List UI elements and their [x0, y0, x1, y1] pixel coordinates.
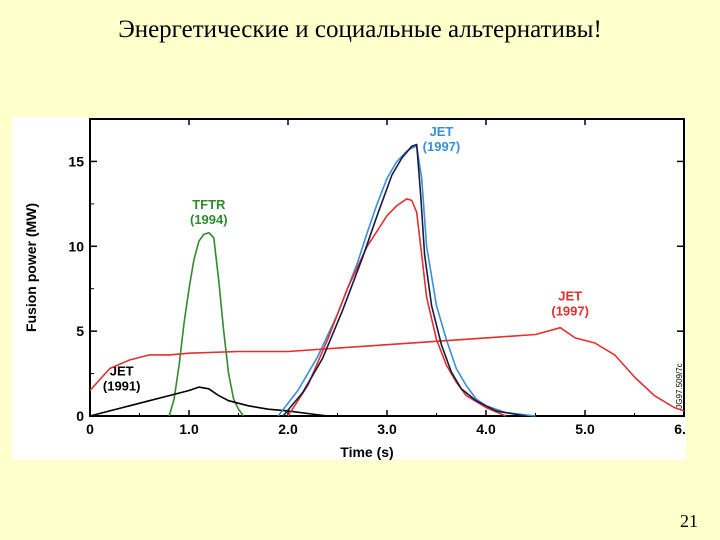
series-line-2 — [277, 145, 536, 417]
x-tick-label: 5.0 — [575, 421, 595, 437]
x-axis-title: Time (s) — [340, 444, 393, 460]
figure-code: JG97.509/7c — [675, 363, 684, 408]
series-label-3: JET — [558, 289, 582, 304]
x-tick-label: 4.0 — [476, 421, 496, 437]
x-tick-label: 2.0 — [278, 421, 298, 437]
x-tick-label: 6.0 — [674, 421, 686, 437]
y-tick-label: 0 — [76, 408, 84, 424]
page-number: 21 — [680, 511, 698, 531]
series-label-2: (1997) — [423, 139, 461, 154]
x-tick-label: 3.0 — [377, 421, 397, 437]
slide-title: Энергетические и социальные альтернативы… — [118, 16, 602, 43]
series-line-1 — [89, 386, 328, 417]
series-line-4 — [287, 198, 507, 417]
x-tick-label: 1.0 — [179, 421, 199, 437]
x-tick-label: 0 — [86, 421, 94, 437]
y-tick-label: 15 — [68, 153, 84, 169]
plot-frame — [89, 118, 685, 417]
fusion-power-chart: 0 1.0 2.0 3.0 4.0 5.0 6.0 0 5 10 15 Time (s) Fusion … — [23, 118, 686, 460]
chart-panel: 0 1.0 2.0 3.0 4.0 5.0 6.0 0 5 10 15 Time (s) Fusion … — [12, 117, 686, 460]
series-line-0 — [168, 231, 245, 417]
series-label-1: (1991) — [103, 378, 141, 393]
y-axis-title: Fusion power (MW) — [23, 203, 39, 332]
series-label-2: JET — [430, 124, 454, 139]
series-line-5 — [282, 143, 526, 417]
y-tick-label: 5 — [76, 323, 84, 339]
series-label-0: TFTR — [192, 197, 226, 212]
series-label-3: (1997) — [551, 304, 589, 319]
series-label-0: (1994) — [190, 212, 228, 227]
y-tick-label: 10 — [68, 238, 84, 254]
series-label-1: JET — [110, 363, 134, 378]
